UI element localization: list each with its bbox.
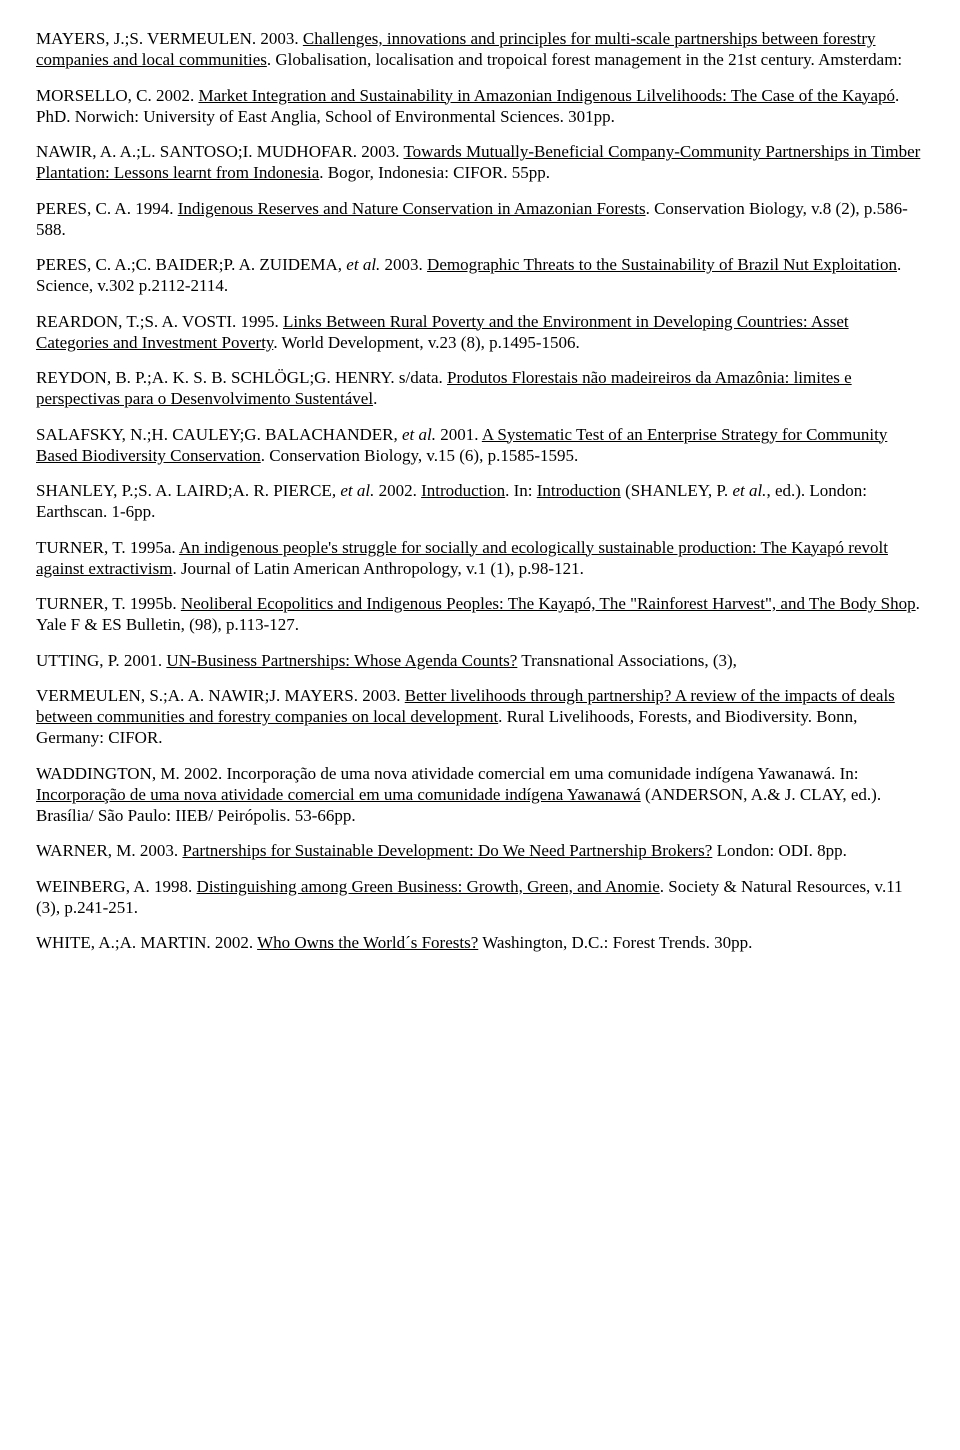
reference-entry: MAYERS, J.;S. VERMEULEN. 2003. Challenge… (36, 28, 924, 71)
reference-text: 2001. (436, 425, 482, 444)
reference-text: UTTING, P. 2001. (36, 651, 166, 670)
reference-text: London: ODI. 8pp. (712, 841, 847, 860)
reference-entry: MORSELLO, C. 2002. Market Integration an… (36, 85, 924, 128)
reference-title: Indigenous Reserves and Nature Conservat… (178, 199, 646, 218)
reference-text: . (373, 389, 377, 408)
reference-text: PERES, C. A.;C. BAIDER;P. A. ZUIDEMA (36, 255, 338, 274)
reference-text: . World Development, v.23 (8), p.1495-15… (273, 333, 579, 352)
reference-entry: WEINBERG, A. 1998. Distinguishing among … (36, 876, 924, 919)
reference-text: NAWIR, A. A.;L. SANTOSO;I. MUDHOFAR. 200… (36, 142, 403, 161)
reference-text: . Globalisation, localisation and tropoi… (267, 50, 902, 69)
reference-text: . Bogor, Indonesia: CIFOR. 55pp. (319, 163, 550, 182)
reference-entry: WHITE, A.;A. MARTIN. 2002. Who Owns the … (36, 932, 924, 953)
reference-title: Who Owns the World´s Forests? (257, 933, 478, 952)
reference-entry: WADDINGTON, M. 2002. Incorporação de uma… (36, 763, 924, 827)
reference-entry: SALAFSKY, N.;H. CAULEY;G. BALACHANDER, e… (36, 424, 924, 467)
reference-text: MAYERS, J.;S. VERMEULEN. 2003. (36, 29, 303, 48)
reference-title: Introduction (421, 481, 505, 500)
reference-text: TURNER, T. 1995a. (36, 538, 179, 557)
reference-text: WEINBERG, A. 1998. (36, 877, 197, 896)
reference-text: . Conservation Biology, v.15 (6), p.1585… (261, 446, 578, 465)
reference-italic: et al. (732, 481, 766, 500)
reference-entry: NAWIR, A. A.;L. SANTOSO;I. MUDHOFAR. 200… (36, 141, 924, 184)
reference-text: PERES, C. A. 1994. (36, 199, 178, 218)
references-list: MAYERS, J.;S. VERMEULEN. 2003. Challenge… (36, 28, 924, 953)
reference-entry: REARDON, T.;S. A. VOSTI. 1995. Links Bet… (36, 311, 924, 354)
reference-title: Demographic Threats to the Sustainabilit… (427, 255, 897, 274)
reference-title: Partnerships for Sustainable Development… (182, 841, 712, 860)
reference-entry: TURNER, T. 1995b. Neoliberal Ecopolitics… (36, 593, 924, 636)
reference-text: . Journal of Latin American Anthropology… (172, 559, 583, 578)
reference-title: UN-Business Partnerships: Whose Agenda C… (166, 651, 517, 670)
reference-text: 2002. (374, 481, 421, 500)
reference-text: WHITE, A.;A. MARTIN. 2002. (36, 933, 257, 952)
reference-entry: WARNER, M. 2003. Partnerships for Sustai… (36, 840, 924, 861)
reference-title: Market Integration and Sustainability in… (198, 86, 895, 105)
reference-text: REARDON, T.;S. A. VOSTI. 1995. (36, 312, 283, 331)
reference-entry: VERMEULEN, S.;A. A. NAWIR;J. MAYERS. 200… (36, 685, 924, 749)
reference-text: 2003. (380, 255, 427, 274)
reference-italic: , et al. (394, 425, 437, 444)
reference-text: WADDINGTON, M. 2002. Incorporação de uma… (36, 764, 859, 783)
reference-entry: UTTING, P. 2001. UN-Business Partnership… (36, 650, 924, 671)
reference-text: MORSELLO, C. 2002. (36, 86, 198, 105)
reference-text: VERMEULEN, S.;A. A. NAWIR;J. MAYERS. 200… (36, 686, 405, 705)
reference-text: Transnational Associations, (3), (517, 651, 737, 670)
reference-title: Introduction (537, 481, 621, 500)
reference-italic: , et al. (338, 255, 381, 274)
reference-entry: PERES, C. A.;C. BAIDER;P. A. ZUIDEMA, et… (36, 254, 924, 297)
reference-title: Incorporação de uma nova atividade comer… (36, 785, 641, 804)
reference-text: . In: (505, 481, 537, 500)
reference-text: TURNER, T. 1995b. (36, 594, 181, 613)
reference-text: SALAFSKY, N.;H. CAULEY;G. BALACHANDER (36, 425, 394, 444)
reference-entry: REYDON, B. P.;A. K. S. B. SCHLÖGL;G. HEN… (36, 367, 924, 410)
reference-title: Neoliberal Ecopolitics and Indigenous Pe… (181, 594, 916, 613)
reference-italic: , et al. (332, 481, 375, 500)
reference-text: REYDON, B. P.;A. K. S. B. SCHLÖGL;G. HEN… (36, 368, 447, 387)
reference-entry: TURNER, T. 1995a. An indigenous people's… (36, 537, 924, 580)
reference-entry: PERES, C. A. 1994. Indigenous Reserves a… (36, 198, 924, 241)
reference-title: Distinguishing among Green Business: Gro… (197, 877, 660, 896)
reference-text: (SHANLEY, P. (621, 481, 733, 500)
reference-entry: SHANLEY, P.;S. A. LAIRD;A. R. PIERCE, et… (36, 480, 924, 523)
reference-text: WARNER, M. 2003. (36, 841, 182, 860)
reference-text: SHANLEY, P.;S. A. LAIRD;A. R. PIERCE (36, 481, 332, 500)
reference-text: Washington, D.C.: Forest Trends. 30pp. (478, 933, 752, 952)
